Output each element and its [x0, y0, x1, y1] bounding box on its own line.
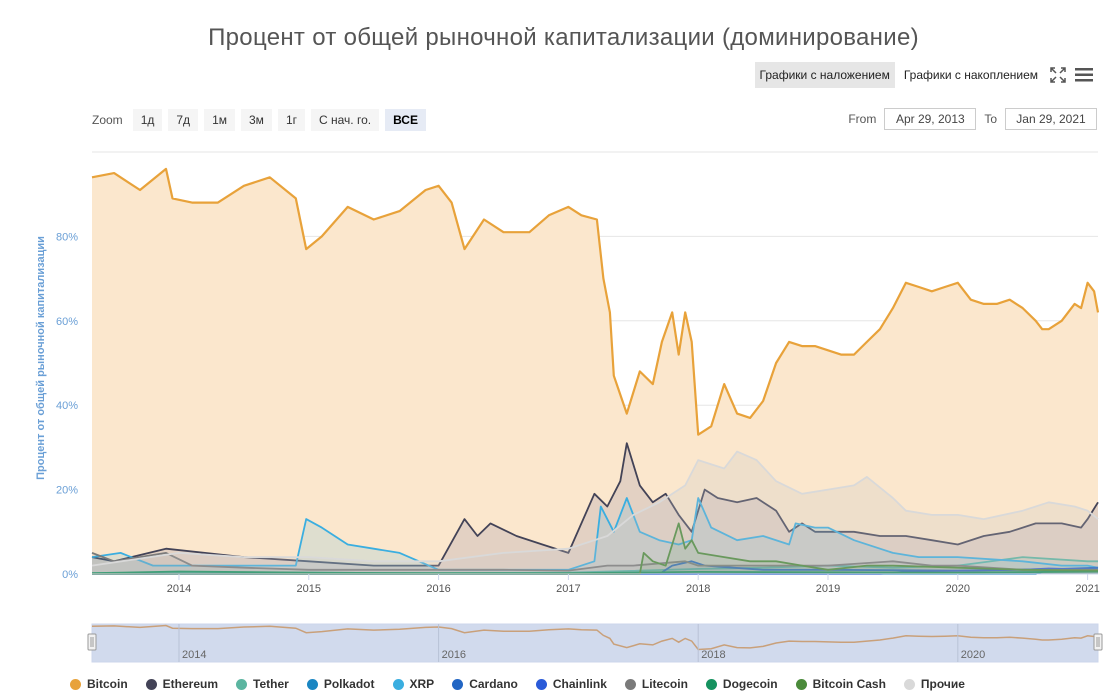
legend-label: Chainlink	[552, 677, 607, 691]
series-area-xrp	[92, 498, 1098, 574]
to-label: To	[984, 112, 997, 126]
x-tick-label: 2020	[946, 583, 970, 595]
series-line-bitcoin-cash	[92, 522, 1099, 575]
legend-item-chainlink[interactable]: Chainlink	[535, 677, 607, 691]
zoom-label: Zoom	[92, 113, 123, 127]
series-group	[91, 167, 1100, 575]
zoom-7d-button[interactable]: 7д	[168, 109, 199, 131]
navigator-series-line	[91, 624, 1099, 651]
overlay-mode-button[interactable]: Графики с наложением	[754, 62, 895, 88]
legend-marker-icon	[392, 678, 404, 690]
series-area-ethereum	[92, 443, 1098, 574]
fullscreen-icon-graphic	[1050, 67, 1066, 83]
navigator-right-handle[interactable]	[1093, 633, 1103, 651]
zoom-1m-button[interactable]: 1м	[204, 109, 235, 131]
legend-label: Litecoin	[641, 677, 688, 691]
series-area-litecoin	[92, 552, 1098, 574]
navigator-tick-label: 2020	[961, 649, 985, 661]
hamburger-menu-icon-graphic	[1075, 68, 1093, 82]
legend-item-litecoin[interactable]: Litecoin	[624, 677, 688, 691]
legend-label: Polkadot	[323, 677, 375, 691]
legend-marker-icon	[624, 678, 636, 690]
x-tick-label: 2018	[686, 583, 710, 595]
x-tick-label: 2017	[556, 583, 580, 595]
legend-item-прочие[interactable]: Прочие	[903, 677, 965, 691]
series-line-xrp	[91, 497, 1099, 571]
navigator-tick-label: 2018	[701, 649, 725, 661]
series-area-прочие	[92, 451, 1098, 574]
navigator-tick-label: 2014	[182, 649, 206, 661]
legend-item-polkadot[interactable]: Polkadot	[306, 677, 375, 691]
legend-marker-icon	[903, 678, 915, 690]
legend-label: Bitcoin Cash	[812, 677, 886, 691]
zoom-ytd-button[interactable]: С нач. го.	[311, 109, 380, 131]
legend-marker-icon	[535, 678, 547, 690]
series-line-litecoin	[91, 552, 1098, 572]
legend-label: XRP	[409, 677, 435, 691]
legend-label: Bitcoin	[87, 677, 128, 691]
y-tick-label: 60%	[56, 316, 78, 328]
navigator-tick-label: 2016	[442, 649, 466, 661]
legend-item-xrp[interactable]: XRP	[392, 677, 435, 691]
series-area-cardano	[92, 561, 1098, 574]
fullscreen-icon[interactable]	[1047, 64, 1069, 86]
legend-label: Tether	[253, 677, 289, 691]
zoom-3m-button[interactable]: 3м	[241, 109, 272, 131]
x-tick-label: 2019	[816, 583, 840, 595]
legend-marker-icon	[70, 678, 81, 690]
series-area-bitcoin	[92, 168, 1098, 574]
dominance-chart[interactable]: 0% 20% 40% 60% 80% Процент от общей рыночной …	[0, 0, 1103, 670]
date-range-selector: From To	[848, 108, 1097, 130]
x-tick-label: 2021	[1075, 583, 1099, 595]
legend-item-bitcoin-cash[interactable]: Bitcoin Cash	[795, 677, 886, 691]
legend-item-tether[interactable]: Tether	[236, 677, 289, 691]
legend-item-ethereum[interactable]: Ethereum	[145, 677, 219, 691]
chart-title: Процент от общей рыночной капитализации …	[208, 24, 919, 51]
to-date-input[interactable]	[1005, 108, 1097, 130]
zoom-1y-button[interactable]: 1г	[277, 109, 305, 131]
series-line-bitcoin	[91, 167, 1100, 436]
y-tick-label: 20%	[56, 485, 78, 497]
from-date-input[interactable]	[884, 108, 977, 130]
stacked-mode-button[interactable]: Графики с накоплением	[898, 62, 1043, 88]
series-area-chainlink	[92, 568, 1098, 574]
y-axis-title: Процент от общей рыночной капитализации	[35, 236, 47, 480]
zoom-bar: Zoom 1д 7д 1м 3м 1г С нач. го. ВСЕ	[92, 109, 426, 131]
legend-marker-icon	[795, 678, 807, 690]
legend-marker-icon	[452, 678, 464, 690]
zoom-all-button[interactable]: ВСЕ	[385, 109, 426, 131]
legend-item-cardano[interactable]: Cardano	[452, 677, 518, 691]
legend-item-dogecoin[interactable]: Dogecoin	[705, 677, 778, 691]
navigator-left-handle[interactable]	[87, 633, 97, 651]
y-tick-label: 80%	[56, 231, 78, 243]
series-line-ethereum	[91, 442, 1099, 567]
from-label: From	[848, 112, 877, 126]
x-tick-label: 2016	[426, 583, 450, 595]
chart-mode-toolbar: Графики с наложением Графики с накоплени…	[754, 62, 1095, 88]
zoom-1d-button[interactable]: 1д	[132, 109, 163, 131]
y-tick-label: 0%	[62, 569, 78, 581]
y-tick-label: 40%	[56, 400, 78, 412]
legend-item-bitcoin[interactable]: Bitcoin	[70, 677, 128, 691]
series-line-прочие	[91, 450, 1099, 567]
legend-label: Dogecoin	[722, 677, 778, 691]
legend-marker-icon	[236, 678, 248, 690]
legend-marker-icon	[306, 678, 318, 690]
legend-label: Прочие	[920, 677, 965, 691]
x-tick-label: 2015	[297, 583, 321, 595]
legend-label: Cardano	[469, 677, 518, 691]
legend-marker-icon	[705, 678, 717, 690]
x-tick-label: 2014	[167, 583, 191, 595]
legend-marker-icon	[145, 678, 157, 690]
chart-legend: Bitcoin Ethereum Tether Polkadot XRP Cardano C…	[70, 677, 965, 691]
hamburger-menu-icon[interactable]	[1073, 64, 1095, 86]
legend-label: Ethereum	[162, 677, 219, 691]
